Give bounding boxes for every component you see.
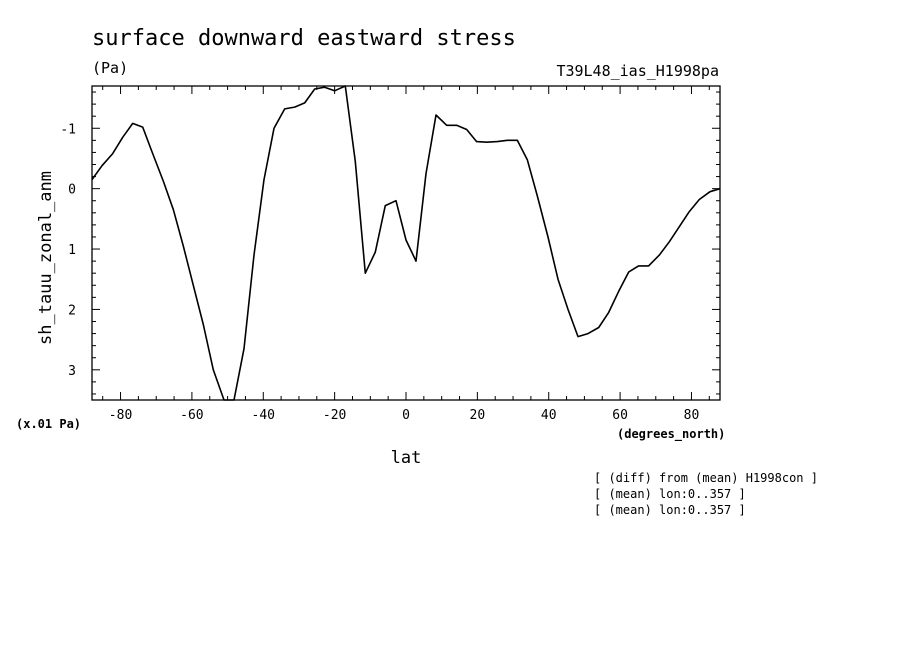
- x-tick-label: 0: [402, 408, 410, 423]
- x-tick-label: 60: [612, 408, 628, 423]
- axis-ticks: [92, 86, 720, 400]
- plot-area: [91, 85, 721, 401]
- y-tick-labels: -1 0 1 2 3: [60, 122, 76, 379]
- note-line-1: [ (diff) from (mean) H1998con ]: [594, 471, 818, 485]
- x-tick-label: -40: [252, 408, 275, 423]
- x-tick-label: -60: [180, 408, 203, 423]
- y-tick-label: 0: [68, 183, 76, 198]
- note-line-3: [ (mean) lon:0..357 ]: [594, 503, 746, 517]
- x-tick-label: 20: [470, 408, 486, 423]
- run-label: T39L48_ias_H1998pa: [556, 62, 719, 80]
- x-tick-label: 80: [684, 408, 700, 423]
- y-scale-note: (x.01 Pa): [16, 417, 81, 431]
- y-tick-label: 2: [68, 303, 76, 318]
- x-tick-label: 40: [541, 408, 557, 423]
- y-tick-label: 3: [68, 364, 76, 379]
- y-tick-label: 1: [68, 243, 76, 258]
- x-tick-label: -20: [323, 408, 346, 423]
- note-line-2: [ (mean) lon:0..357 ]: [594, 487, 746, 501]
- chart-title: surface downward eastward stress: [92, 26, 516, 51]
- x-tick-label: -80: [109, 408, 132, 423]
- chart-units: (Pa): [92, 59, 128, 77]
- series-line: [91, 85, 721, 401]
- x-tick-labels: -80 -60 -40 -20 0 20 40 60 80: [109, 408, 699, 423]
- plot-frame: [91, 85, 721, 401]
- y-axis-label: sh_tauu_zonal_anm: [36, 171, 56, 345]
- y-tick-label: -1: [60, 122, 76, 137]
- x-axis-units: (degrees_north): [617, 427, 725, 442]
- x-axis-label: lat: [391, 448, 422, 468]
